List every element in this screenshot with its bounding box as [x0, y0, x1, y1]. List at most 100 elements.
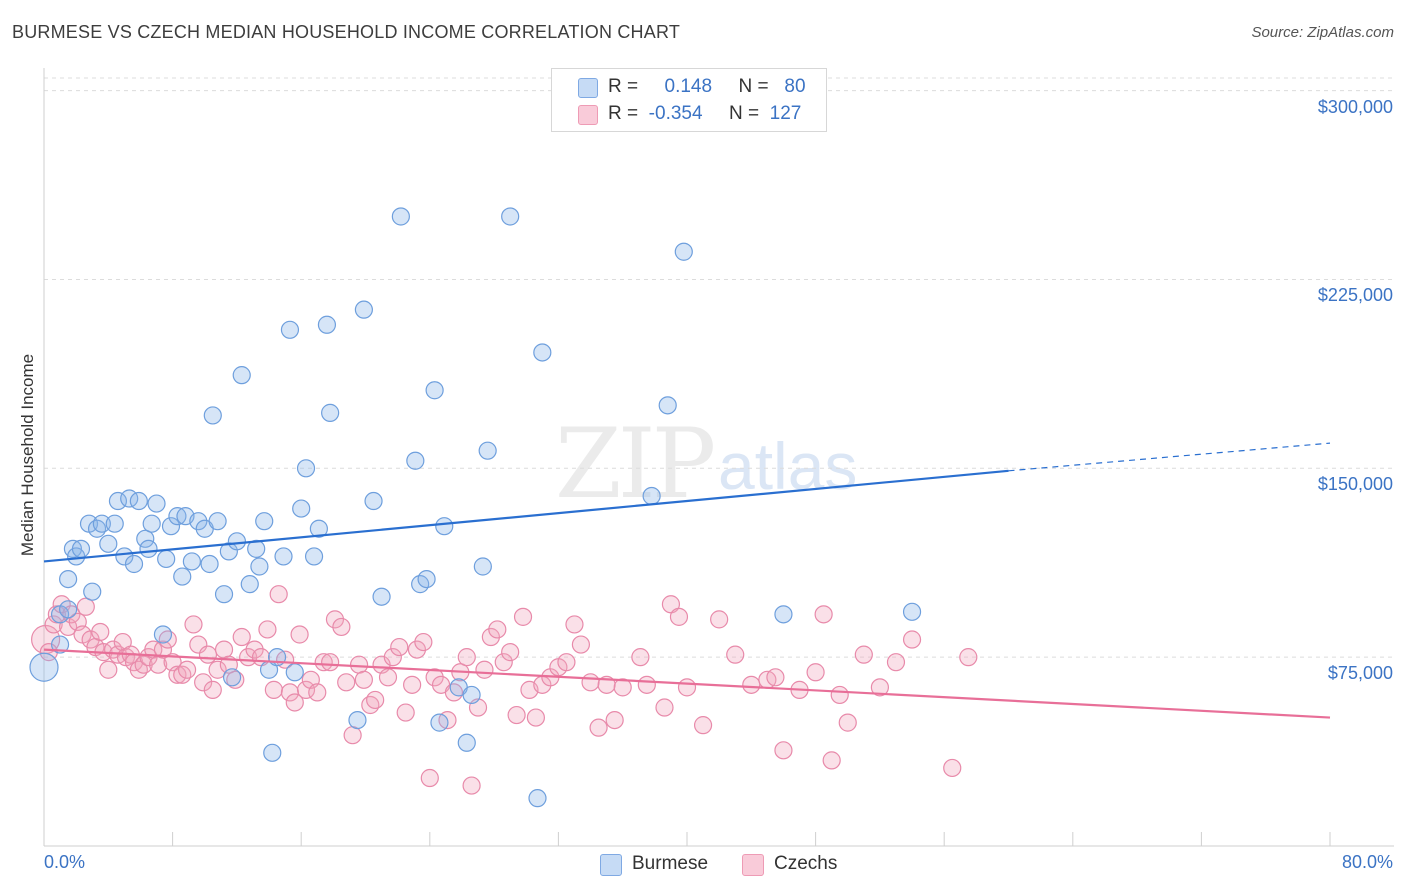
czechs-point — [886, 653, 906, 672]
burmese-point — [161, 517, 181, 536]
y-axis-label: Median Household Income — [18, 353, 37, 557]
czechs-point — [269, 585, 288, 604]
burmese-point — [227, 532, 246, 551]
czechs-point — [959, 648, 978, 667]
czechs-point — [854, 645, 873, 664]
czechs-point — [605, 710, 624, 730]
y-tick-label: $150,000 — [1317, 474, 1393, 495]
burmese-point — [321, 403, 340, 422]
czechs-point — [571, 635, 591, 654]
czechs-point — [285, 693, 304, 712]
czechs-point — [226, 670, 245, 689]
czechs-point — [129, 660, 148, 679]
czechs-point — [349, 655, 369, 674]
czechs-point — [314, 653, 333, 672]
n-value: 80 — [784, 76, 806, 97]
czechs-point — [194, 673, 213, 692]
czechs-point — [168, 665, 187, 684]
y-tick-label: $300,000 — [1317, 96, 1393, 117]
burmese-point — [774, 605, 793, 624]
n-label: N = — [738, 76, 769, 97]
czechs-point — [91, 622, 110, 642]
burmese-point — [200, 554, 219, 574]
czechs-point — [407, 640, 427, 659]
burmese-point — [247, 539, 266, 558]
burmese-point — [136, 529, 155, 548]
burmese-point — [87, 519, 107, 538]
burmese-point — [391, 207, 410, 226]
czechs-point — [258, 620, 277, 639]
czechs-point — [581, 673, 600, 692]
czechs-point — [366, 690, 385, 710]
x-tick-label-max: 80.0% — [1341, 852, 1393, 872]
n-value: 127 — [769, 103, 802, 124]
czechs-point — [232, 627, 251, 647]
burmese-point — [99, 534, 118, 553]
burmese-point — [173, 567, 192, 586]
czechs-point — [296, 680, 316, 699]
czechs-point — [325, 610, 345, 629]
correlation-legend: R = 0.148 N = 80 R = -0.354 N = 127 — [551, 68, 827, 132]
czechs-point — [153, 640, 173, 659]
burmese-point — [59, 569, 78, 589]
n-label: N = — [728, 103, 760, 124]
burmese-point — [240, 575, 259, 594]
burmese-point — [92, 514, 111, 533]
burmese-point — [364, 491, 383, 511]
legend-label-burmese: Burmese — [632, 853, 709, 874]
burmese-point — [902, 602, 922, 621]
burmese-point — [214, 585, 234, 604]
axes — [43, 68, 1394, 847]
czechs-point — [613, 678, 632, 697]
burmese-point — [292, 499, 311, 518]
burmese-trend-line — [43, 469, 1009, 563]
czechs-point — [383, 648, 402, 667]
burmese-point — [153, 625, 173, 644]
czechs-point — [444, 683, 464, 702]
burmese-point — [280, 320, 300, 339]
burmese-point — [417, 569, 436, 589]
czechs-point — [557, 653, 576, 672]
burmese-point — [232, 366, 251, 385]
czechs-point — [462, 776, 481, 795]
czechs-point — [173, 665, 192, 684]
burmese-point — [274, 547, 293, 566]
czechs-point — [76, 597, 95, 616]
czechs-point — [822, 751, 841, 770]
czechs-point — [198, 645, 218, 664]
burmese-point — [263, 743, 282, 762]
burmese-point — [430, 713, 449, 732]
burmese-point — [50, 635, 70, 654]
czechs-point — [396, 703, 415, 722]
legend-row-czechs: R = -0.354 N = 127 — [552, 101, 826, 127]
burmese-point — [348, 710, 367, 730]
r-value: 0.148 — [664, 76, 713, 97]
czechs-point — [208, 660, 227, 679]
czechs-point — [838, 713, 857, 732]
burmese-point — [457, 733, 476, 752]
burmese-point — [139, 539, 158, 558]
burmese-swatch — [578, 78, 598, 98]
chart-title: BURMESE VS CZECH MEDIAN HOUSEHOLD INCOME… — [12, 22, 681, 42]
czechs-point — [806, 663, 825, 682]
legend-text-burmese: R = 0.148 N = 80 — [608, 76, 806, 98]
czechs-point — [99, 660, 118, 679]
burmese-point — [157, 549, 176, 569]
czechs-point — [507, 705, 526, 725]
czechs-point — [631, 648, 650, 667]
burmese-point — [478, 441, 497, 460]
czechs-point — [321, 653, 340, 672]
czechs-point — [693, 716, 713, 735]
czechs-point — [420, 768, 439, 788]
burmese-point — [189, 512, 208, 531]
czechs-point — [214, 640, 234, 659]
czechs-point — [332, 617, 351, 637]
czechs-point — [814, 605, 833, 624]
burmese-swatch — [600, 854, 622, 876]
czechs-point — [501, 643, 520, 662]
burmese-point — [354, 300, 373, 319]
burmese-point — [285, 663, 304, 682]
czechs-point — [414, 632, 433, 652]
czechs-point — [766, 668, 785, 687]
burmese-point — [108, 491, 128, 511]
